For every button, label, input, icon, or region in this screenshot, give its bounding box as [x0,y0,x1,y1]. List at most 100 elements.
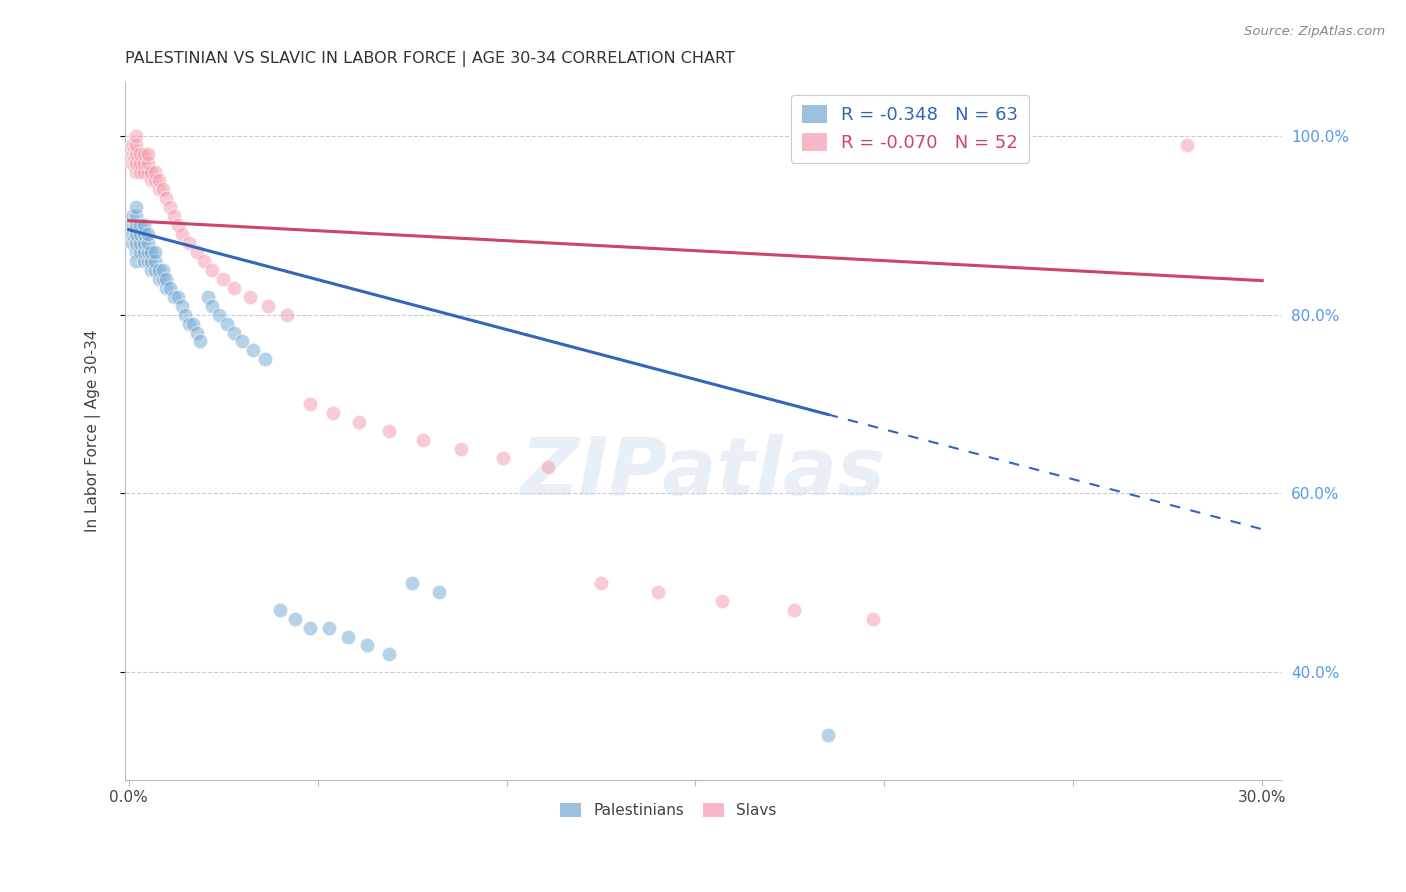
Point [121,137,143,152]
Point [121,146,143,161]
Point [179,236,201,251]
Point [125,236,148,251]
Point [181,317,204,331]
Point [132,245,155,260]
Point [125,137,148,152]
Text: ZIPatlas: ZIPatlas [520,434,886,512]
Point [132,236,155,251]
Point [155,191,177,205]
Point [253,352,276,367]
Point [132,254,155,268]
Point [136,245,159,260]
Point [141,164,163,178]
Point [141,245,163,260]
Point [401,575,423,590]
Point [179,317,201,331]
Point [257,299,280,313]
Point [378,424,401,438]
Point [450,442,472,456]
Point [121,155,143,169]
Point [166,290,188,304]
Point [284,612,307,626]
Point [136,164,159,178]
Point [129,218,152,232]
Point [148,173,170,187]
Point [125,245,148,260]
Point [239,290,262,304]
Point [174,308,197,322]
Point [141,173,163,187]
Point [170,299,193,313]
Point [589,575,612,590]
Point [132,155,155,169]
Legend: Palestinians, Slavs: Palestinians, Slavs [554,797,783,824]
Point [152,263,174,277]
Point [125,128,148,143]
Point [121,209,143,223]
Point [143,173,166,187]
Point [125,254,148,268]
Point [148,182,170,196]
Point [148,263,170,277]
Point [155,272,177,286]
Point [121,236,143,251]
Point [125,200,148,214]
Point [378,648,401,662]
Point [159,281,181,295]
Point [322,406,344,420]
Point [201,263,224,277]
Point [141,254,163,268]
Point [121,227,143,241]
Point [299,621,322,635]
Point [862,612,884,626]
Point [347,415,370,429]
Point [212,272,235,286]
Point [163,209,186,223]
Point [190,334,212,349]
Point [412,433,434,447]
Point [242,343,264,358]
Point [143,254,166,268]
Point [141,263,163,277]
Point [647,584,669,599]
Point [193,254,215,268]
Point [492,450,515,465]
Point [269,603,291,617]
Point [155,281,177,295]
Point [129,227,152,241]
Point [132,146,155,161]
Point [125,146,148,161]
Point [299,397,322,411]
Point [125,227,148,241]
Point [129,155,152,169]
Point [224,281,246,295]
Point [136,227,159,241]
Point [136,146,159,161]
Point [186,326,208,340]
Point [132,164,155,178]
Point [224,326,246,340]
Point [136,236,159,251]
Point [129,164,152,178]
Point [152,182,174,196]
Point [336,630,359,644]
Point [817,728,839,742]
Point [125,218,148,232]
Point [427,584,450,599]
Text: Source: ZipAtlas.com: Source: ZipAtlas.com [1244,25,1385,38]
Point [170,227,193,241]
Point [136,254,159,268]
Point [215,317,238,331]
Point [152,272,174,286]
Point [710,594,733,608]
Point [166,218,188,232]
Point [121,218,143,232]
Point [159,200,181,214]
Point [143,245,166,260]
Point [136,155,159,169]
Text: PALESTINIAN VS SLAVIC IN LABOR FORCE | AGE 30-34 CORRELATION CHART: PALESTINIAN VS SLAVIC IN LABOR FORCE | A… [125,51,735,67]
Point [125,155,148,169]
Point [125,209,148,223]
Point [1175,137,1198,152]
Point [129,236,152,251]
